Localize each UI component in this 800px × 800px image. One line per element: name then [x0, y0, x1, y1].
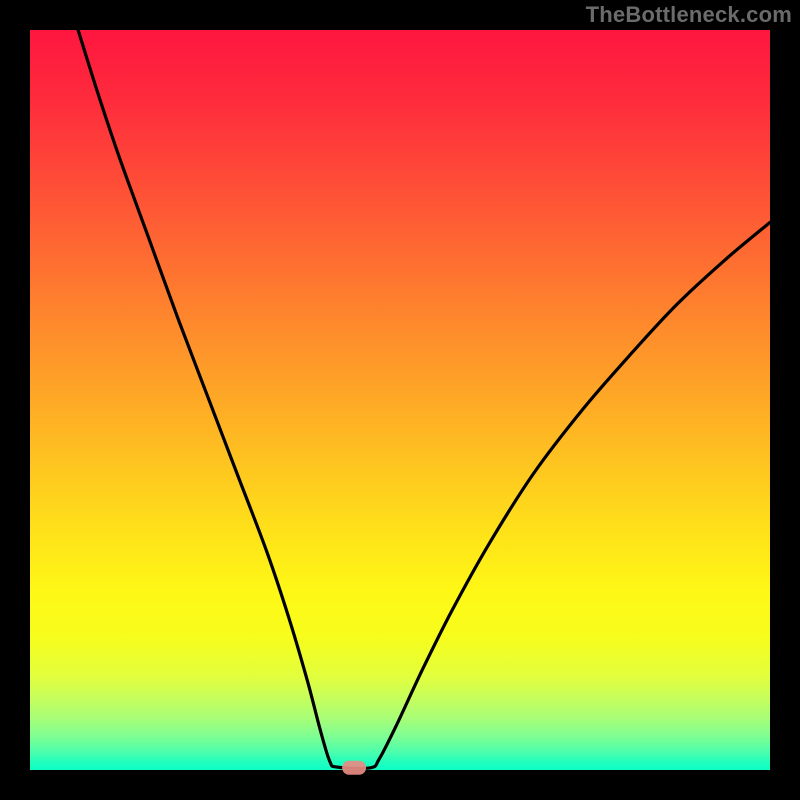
- chart-stage: TheBottleneck.com: [0, 0, 800, 800]
- plot-background-gradient: [30, 30, 770, 770]
- watermark-label: TheBottleneck.com: [586, 2, 792, 28]
- bottleneck-chart: [0, 0, 800, 800]
- optimal-point-marker: [342, 761, 366, 775]
